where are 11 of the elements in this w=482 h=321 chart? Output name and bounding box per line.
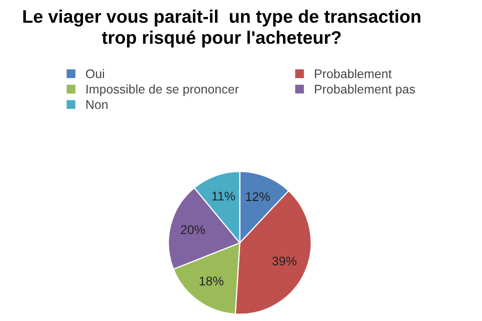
data-label: 20% bbox=[180, 225, 205, 234]
legend-label: Probablement bbox=[314, 69, 392, 78]
data-label: 11% bbox=[212, 192, 235, 200]
data-label: 18% bbox=[200, 276, 224, 286]
legend-label: Oui bbox=[86, 69, 104, 78]
data-label: 39% bbox=[272, 256, 296, 266]
chart-title: Le viager vous parait-il un type de transaction trop risqué pour l'acheteur? bbox=[23, 10, 420, 48]
legend-label: Impossible de se prononcer bbox=[86, 84, 239, 96]
data-label: 12% bbox=[246, 192, 270, 202]
legend-label: Probablement pas bbox=[314, 84, 415, 96]
legend-label: Non bbox=[86, 100, 108, 110]
